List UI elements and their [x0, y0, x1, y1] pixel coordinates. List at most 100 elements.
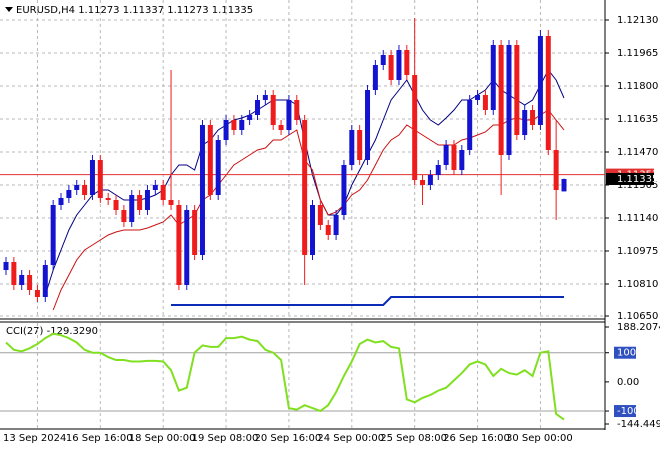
- y-tick-label: 100: [617, 348, 636, 359]
- candle-body: [475, 95, 481, 100]
- candle-body: [404, 50, 410, 75]
- candle-body: [121, 210, 127, 222]
- x-tick-label: 18 Sep 00:00: [129, 433, 196, 444]
- x-tick-label: 19 Sep 08:00: [192, 433, 259, 444]
- indicator-line: [52, 109, 565, 311]
- candle-body: [388, 55, 394, 80]
- candle-body: [19, 275, 25, 285]
- candle-body: [152, 185, 158, 190]
- chart-title: EURUSD,H4 1.11273 1.11337 1.11273 1.1133…: [16, 5, 253, 16]
- candle-body: [498, 45, 504, 155]
- y-tick-label: 1.11470: [617, 147, 658, 158]
- x-tick-label: 13 Sep 2024: [3, 433, 66, 444]
- candle-body: [176, 205, 182, 285]
- candle-body: [530, 110, 536, 125]
- x-tick-label: 24 Sep 00:00: [317, 433, 384, 444]
- candle-body: [11, 262, 17, 285]
- y-tick-label: 1.11305: [617, 180, 658, 191]
- y-tick-label: -100: [617, 406, 640, 417]
- candle-body: [286, 100, 292, 130]
- candle-body: [223, 120, 229, 140]
- candle-body: [341, 165, 347, 215]
- candle-body: [58, 198, 64, 205]
- candle-body: [82, 185, 88, 195]
- y-tick-label: 0.00: [617, 377, 639, 388]
- candle-body: [239, 120, 245, 130]
- candle-body: [105, 198, 111, 200]
- y-tick-label: 1.11635: [617, 114, 658, 125]
- candle-body: [349, 130, 355, 165]
- candle-body: [129, 195, 135, 222]
- candle-body: [482, 95, 488, 110]
- candle-body: [270, 95, 276, 125]
- candle-body: [97, 160, 103, 198]
- candle-body: [302, 120, 308, 255]
- y-tick-label: 188.2074: [617, 322, 660, 333]
- candle-body: [160, 185, 166, 200]
- candle-body: [459, 150, 465, 170]
- cci-line: [5, 332, 565, 421]
- y-tick-label: -144.4498: [617, 419, 660, 430]
- candle-body: [412, 75, 418, 180]
- candle-body: [317, 205, 323, 225]
- candle-body: [357, 130, 363, 160]
- candle-body: [396, 50, 402, 80]
- candle-body: [192, 210, 198, 255]
- candle-body: [294, 100, 300, 120]
- candle-body: [137, 195, 143, 210]
- candle-body: [215, 140, 221, 195]
- candle-body: [310, 205, 316, 255]
- candle-body: [42, 265, 48, 297]
- candle-body: [333, 215, 339, 235]
- candle-body: [553, 150, 559, 190]
- x-tick-label: 25 Sep 08:00: [380, 433, 447, 444]
- candle-body: [74, 185, 80, 190]
- y-tick-label: 1.11140: [617, 213, 658, 224]
- candle-body: [199, 125, 205, 255]
- candle-body: [514, 45, 520, 135]
- y-tick-label: 1.12130: [617, 15, 658, 26]
- candle-body: [184, 210, 190, 285]
- candle-body: [27, 275, 33, 290]
- bid-label-box: [606, 173, 654, 185]
- candle-body: [113, 200, 119, 210]
- indicator-line: [171, 296, 564, 306]
- candle-body: [247, 115, 253, 120]
- y-tick-label: 1.10650: [617, 311, 658, 322]
- candle-body: [34, 290, 40, 297]
- candle-body: [537, 36, 543, 125]
- candle-body: [262, 95, 268, 100]
- y-tick-label: 1.11800: [617, 81, 658, 92]
- x-tick-label: 16 Sep 16:00: [66, 433, 133, 444]
- candle-body: [231, 120, 237, 130]
- y-tick-label: 1.10975: [617, 246, 658, 257]
- level-label-box: [614, 346, 636, 359]
- candle-body: [278, 125, 284, 130]
- candle-body: [372, 65, 378, 90]
- y-tick-label: 1.11965: [617, 48, 658, 59]
- candle-body: [144, 190, 150, 210]
- x-tick-label: 20 Sep 16:00: [254, 433, 321, 444]
- candle-body: [3, 262, 9, 270]
- y-tick-label: 1.10810: [617, 279, 658, 290]
- candle-body: [420, 180, 426, 185]
- x-tick-label: 30 Sep 00:00: [506, 433, 573, 444]
- candle-body: [50, 205, 56, 265]
- candle-body: [443, 145, 449, 165]
- candle-body: [168, 200, 174, 205]
- candle-body: [545, 36, 551, 150]
- candle-body: [254, 100, 260, 115]
- candle-body: [89, 160, 95, 195]
- candle-body: [66, 190, 72, 198]
- candle-body: [435, 165, 441, 175]
- indicator-title: CCI(27) -129.3290: [6, 326, 98, 337]
- candle-body: [506, 45, 512, 155]
- candle-body: [522, 110, 528, 135]
- x-tick-label: 26 Sep 16:00: [443, 433, 510, 444]
- candle-body: [490, 45, 496, 110]
- candle-body: [427, 175, 433, 185]
- candle-body: [561, 179, 567, 192]
- candle-body: [365, 90, 371, 160]
- bid-label: 1.11335: [617, 174, 658, 185]
